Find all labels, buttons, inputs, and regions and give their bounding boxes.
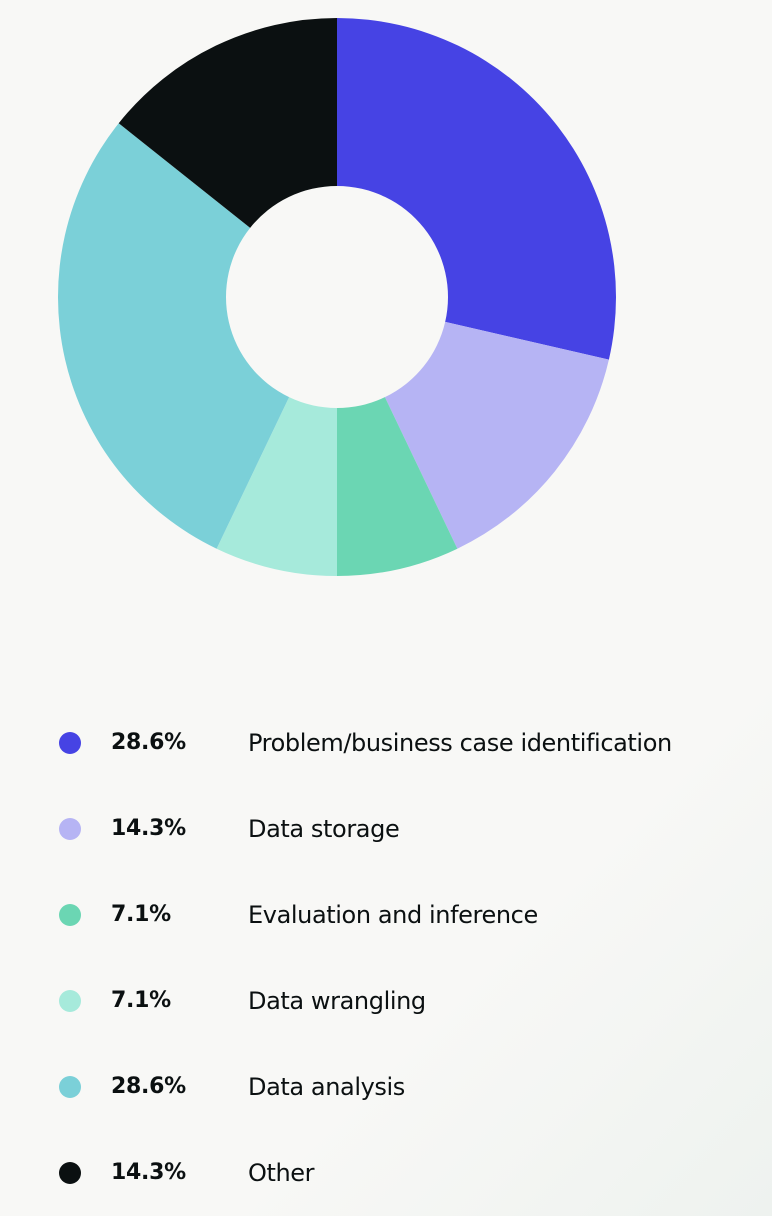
legend-percentage: 7.1%	[111, 988, 171, 1013]
legend-item: 14.3% Other	[0, 1130, 772, 1216]
legend-label: Problem/business case identification	[248, 729, 672, 757]
legend-label: Other	[248, 1159, 315, 1187]
legend-percentage: 28.6%	[111, 1074, 186, 1099]
legend-label: Evaluation and inference	[248, 901, 538, 929]
legend-item: 7.1% Data wrangling	[0, 958, 772, 1044]
legend-label: Data storage	[248, 815, 400, 843]
donut-slice-1	[337, 18, 616, 360]
legend-percentage: 7.1%	[111, 902, 171, 927]
legend-item: 28.6% Problem/business case identificatio…	[0, 700, 772, 786]
donut-slice-2	[384, 321, 609, 549]
legend-item: 7.1% Evaluation and inference	[0, 872, 772, 958]
legend-swatch	[59, 990, 81, 1012]
legend-label: Data analysis	[248, 1073, 405, 1101]
legend-swatch	[59, 732, 81, 754]
legend-label: Data wrangling	[248, 987, 426, 1015]
legend-percentage: 28.6%	[111, 730, 186, 755]
donut-slice-6	[118, 18, 337, 228]
legend-swatch	[59, 1076, 81, 1098]
donut-chart	[57, 18, 616, 576]
donut-slice-5	[57, 123, 290, 549]
legend-swatch	[59, 904, 81, 926]
chart-legend: 28.6% Problem/business case identificatio…	[0, 700, 772, 1216]
legend-percentage: 14.3%	[111, 816, 186, 841]
legend-swatch	[59, 818, 81, 840]
legend-item: 14.3% Data storage	[0, 786, 772, 872]
donut-slice-4	[216, 397, 337, 576]
donut-slice-3	[337, 397, 458, 576]
legend-item: 28.6% Data analysis	[0, 1044, 772, 1130]
legend-percentage: 14.3%	[111, 1160, 186, 1185]
legend-swatch	[59, 1162, 81, 1184]
